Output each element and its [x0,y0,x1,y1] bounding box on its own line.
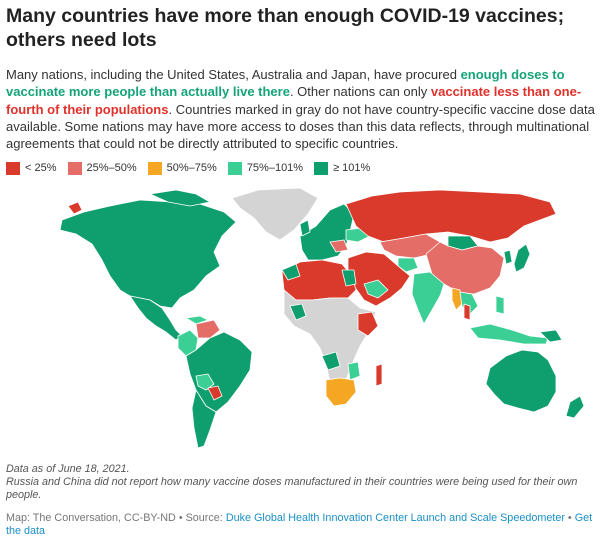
description-highlight-red: vaccinate less than one-fourth of their … [6,84,582,117]
region-angola[interactable] [321,351,341,371]
description-text-1: Many nations, including the United State… [6,67,461,82]
chart-title: Many countries have more than enough COV… [6,4,604,52]
note-date: Data as of June 18, 2021. [6,463,130,475]
source-prefix: Map: The Conversation, CC-BY-ND • Source… [6,512,226,524]
region-north-america[interactable] [59,199,237,309]
region-philippines[interactable] [495,295,505,315]
legend-item-75-101: 75%–101% [227,161,304,175]
description-text-3: . Countries marked in gray do not have c… [6,101,595,152]
region-balkans[interactable] [329,239,349,253]
description-text-2: . Other nations can only [289,84,431,100]
region-china[interactable] [425,241,505,295]
region-alaska-outlier[interactable] [67,201,83,215]
region-mozambique[interactable] [347,361,361,381]
legend-label: 75%–101% [246,162,304,174]
legend-label: 50%–75% [166,162,217,174]
source-separator: • [564,512,575,524]
region-korea[interactable] [503,249,513,265]
region-russia[interactable] [345,189,557,243]
region-bolivia[interactable] [195,373,215,391]
region-egypt[interactable] [341,269,357,287]
region-indonesia[interactable] [469,323,549,345]
description-highlight-green: enough doses to vaccinate more people th… [6,67,565,100]
region-venezuela[interactable] [195,319,221,339]
legend-swatch [67,161,82,175]
region-australia[interactable] [485,349,557,413]
region-japan[interactable] [513,243,531,273]
region-east-africa[interactable] [357,311,379,337]
region-morocco[interactable] [281,263,301,281]
region-greenland[interactable] [231,187,319,241]
legend-swatch [314,161,329,175]
legend-item-50-75: 50%–75% [147,161,217,175]
legend-label: ≥ 101% [333,162,371,174]
title-line-1: Many countries have more than enough COV… [6,5,565,27]
region-thailand[interactable] [463,303,471,321]
region-uk-ireland[interactable] [299,219,311,237]
region-caribbean[interactable] [185,315,209,325]
legend-item-lt25: < 25% [6,161,57,175]
notes: Data as of June 18, 2021. Russia and Chi… [6,463,604,502]
legend-swatch [6,161,20,175]
region-madagascar[interactable] [375,363,383,387]
region-myanmar[interactable] [451,287,463,311]
region-new-zealand[interactable] [565,395,585,419]
get-the-data-link[interactable]: Get the data [6,512,593,537]
source-link-duke[interactable]: Duke Global Health Innovation Center Lau… [225,512,565,524]
legend-swatch [147,161,162,175]
legend: < 25% 25%–50% 50%–75% 75%–101% ≥ 101% [6,161,381,175]
legend-label: 25%–50% [86,162,137,174]
legend-item-25-50: 25%–50% [67,161,137,175]
region-north-america-islands[interactable] [149,189,211,207]
region-south-africa[interactable] [325,377,357,407]
region-southern-cone[interactable] [191,389,217,449]
region-west-africa[interactable] [289,303,307,321]
world-map [59,187,585,449]
region-saudi-arabia[interactable] [363,279,389,299]
source-line: Map: The Conversation, CC-BY-ND • Source… [6,512,604,538]
legend-label: < 25% [25,162,57,174]
title-line-2: others need lots [6,29,157,51]
region-png[interactable] [539,329,563,343]
region-central-asia[interactable] [397,257,419,273]
region-paraguay[interactable] [207,385,223,401]
note-russia-china: Russia and China did not report how many… [6,476,578,501]
legend-item-gte101: ≥ 101% [314,161,371,175]
description: Many nations, including the United State… [6,66,604,152]
region-india[interactable] [411,271,445,325]
legend-swatch [227,161,242,175]
